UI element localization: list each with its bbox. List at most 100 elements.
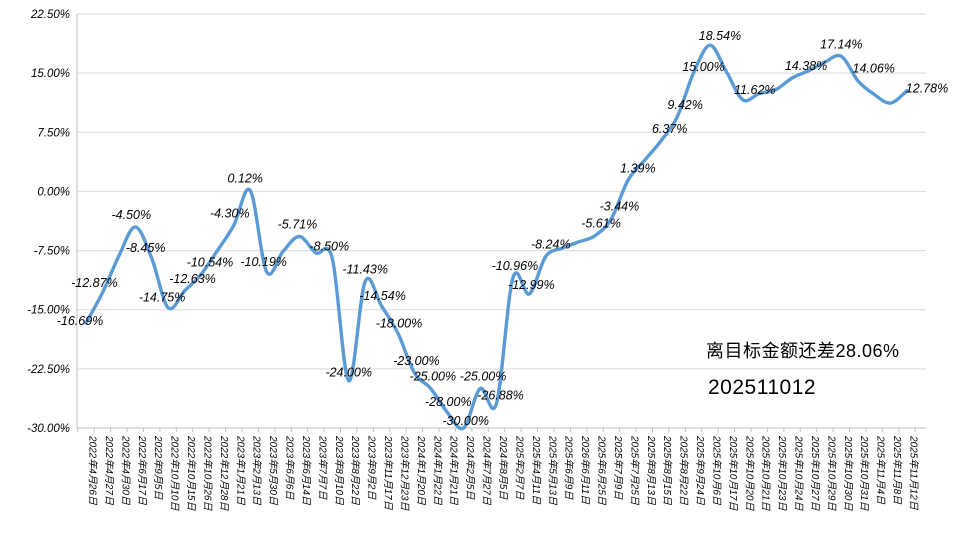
x-axis-label: 2025年10月31日 bbox=[858, 435, 870, 511]
data-label: -23.00% bbox=[393, 354, 440, 368]
data-label: 17.14% bbox=[820, 37, 862, 51]
x-axis-label: 2024年7月27日 bbox=[481, 435, 493, 506]
data-label: 14.06% bbox=[853, 62, 895, 76]
y-axis-label: 0.00% bbox=[37, 186, 70, 198]
x-axis-label: 2022年6月17日 bbox=[136, 435, 148, 506]
x-axis-label: 2022年12月28日 bbox=[218, 435, 230, 511]
data-label: -3.44% bbox=[600, 200, 640, 214]
x-axis-label: 2022年4月30日 bbox=[119, 435, 131, 506]
x-axis-label: 2025年11月8日 bbox=[891, 435, 903, 505]
x-axis-label: 2025年5月13日 bbox=[546, 435, 558, 506]
x-axis-label: 2025年10月23日 bbox=[776, 435, 788, 511]
data-label: 12.78% bbox=[906, 82, 948, 96]
x-axis-label: 2023年6月14日 bbox=[300, 435, 312, 506]
data-label: -8.50% bbox=[309, 239, 349, 253]
y-axis-label: 22.50% bbox=[30, 9, 70, 21]
x-axis-label: 2025年11月12日 bbox=[908, 435, 920, 511]
data-label: -26.88% bbox=[477, 388, 524, 402]
data-label: -8.24% bbox=[531, 237, 571, 251]
x-axis-label: 2025年10月29日 bbox=[825, 435, 837, 511]
x-axis-label: 2025年7月25日 bbox=[628, 435, 640, 506]
x-axis-label: 2025年9月24日 bbox=[694, 435, 706, 506]
data-label: -28.00% bbox=[425, 395, 472, 409]
data-label: 14.38% bbox=[785, 59, 827, 73]
x-axis-label: 2025年8月13日 bbox=[645, 435, 657, 506]
x-axis-label: 2024年2月5日 bbox=[464, 435, 476, 500]
y-axis-label: -30.00% bbox=[27, 423, 70, 435]
data-label: -5.71% bbox=[278, 217, 318, 231]
x-axis-label: 2025年6月9日 bbox=[563, 435, 575, 500]
x-axis-label: 2025年10月20日 bbox=[743, 435, 755, 511]
x-axis-label: 2025年10月30日 bbox=[842, 435, 854, 511]
data-label: -5.61% bbox=[581, 217, 621, 231]
x-axis-label: 2024年8月5日 bbox=[497, 435, 509, 500]
data-label: 15.00% bbox=[682, 60, 724, 74]
x-axis-label: 2025年4月11日 bbox=[530, 435, 542, 505]
y-axis-label: -7.50% bbox=[34, 246, 70, 258]
x-axis-label: 2022年9月5日 bbox=[152, 435, 164, 500]
x-axis-label: 2023年6月6日 bbox=[284, 435, 296, 500]
data-label: 9.42% bbox=[667, 98, 702, 112]
x-axis-label: 2023年7月7日 bbox=[316, 435, 328, 500]
data-label: -12.99% bbox=[508, 278, 555, 292]
x-axis-label: 2025年10月6日 bbox=[710, 435, 722, 506]
x-axis-label: 2022年10月15日 bbox=[185, 435, 197, 511]
x-axis-label: 2023年5月30日 bbox=[267, 435, 279, 506]
x-axis-label: 2024年1月22日 bbox=[431, 435, 443, 506]
y-axis-label: 15.00% bbox=[31, 68, 70, 80]
x-axis-label: 2025年10月24日 bbox=[793, 435, 805, 511]
x-axis-label: 2023年2月13日 bbox=[251, 435, 263, 506]
data-label: -8.45% bbox=[126, 241, 166, 255]
data-label: 6.37% bbox=[652, 122, 687, 136]
data-label: 11.62% bbox=[734, 83, 775, 97]
data-label: 0.12% bbox=[227, 171, 262, 185]
x-axis-label: 2022年10月10日 bbox=[169, 435, 181, 511]
x-axis-label: 2025年8月15日 bbox=[661, 435, 673, 506]
data-label: -12.87% bbox=[71, 276, 118, 290]
series-line bbox=[84, 43, 909, 431]
data-label: -11.43% bbox=[342, 263, 388, 277]
goal-gap-annotation: 离目标金额还差28.06% bbox=[706, 341, 900, 361]
x-axis-label: 2025年10月17日 bbox=[727, 435, 739, 511]
x-axis-label: 2024年1月20日 bbox=[415, 435, 427, 506]
data-label: -10.96% bbox=[492, 259, 539, 273]
data-label: -18.00% bbox=[376, 316, 423, 330]
y-axis-label: -22.50% bbox=[27, 364, 70, 376]
x-axis-label: 2022年10月26日 bbox=[201, 435, 213, 511]
data-label: -25.00% bbox=[410, 370, 457, 384]
x-axis-label: 2025年10月27日 bbox=[809, 435, 821, 511]
data-label: -24.00% bbox=[325, 366, 372, 380]
x-axis-label: 2023年8月10日 bbox=[333, 435, 345, 506]
x-axis-label: 2023年11月17日 bbox=[382, 435, 394, 511]
data-label: 1.39% bbox=[620, 161, 655, 175]
data-label: -4.50% bbox=[111, 208, 151, 222]
data-label: -12.63% bbox=[169, 272, 216, 286]
x-axis-label: 2025年6月25日 bbox=[596, 435, 608, 506]
x-axis-label: 2022年4月27日 bbox=[103, 435, 115, 506]
x-axis-label: 2022年4月26日 bbox=[87, 435, 99, 506]
data-label: -10.54% bbox=[187, 256, 234, 270]
data-label: 18.54% bbox=[699, 29, 741, 43]
y-axis-label: -15.00% bbox=[27, 305, 70, 317]
x-axis-label: 2024年1月21日 bbox=[448, 435, 460, 506]
x-axis-label: 2025年7月9日 bbox=[612, 435, 624, 500]
data-label: -14.54% bbox=[359, 289, 406, 303]
data-label: -10.19% bbox=[240, 255, 287, 269]
x-axis-label: 2023年9月2日 bbox=[366, 435, 378, 500]
y-axis-label: 7.50% bbox=[37, 127, 70, 139]
x-axis-label: 2023年1月21日 bbox=[234, 435, 246, 506]
x-axis-label: 2025年10月21日 bbox=[760, 435, 772, 511]
x-axis-label: 2023年12月23日 bbox=[398, 435, 410, 511]
x-axis-label: 2023年8月22日 bbox=[349, 435, 361, 506]
data-label: -4.30% bbox=[210, 206, 250, 220]
x-axis-label: 2025年11月4日 bbox=[875, 435, 887, 505]
x-axis-label: 2025年8月22日 bbox=[678, 435, 690, 506]
data-label: -14.75% bbox=[139, 291, 186, 305]
data-label: -25.00% bbox=[460, 370, 507, 384]
data-label: -16.69% bbox=[57, 314, 104, 328]
x-axis-label: 2026年6月11日 bbox=[579, 435, 591, 505]
x-axis-label: 2025年2月7日 bbox=[513, 435, 525, 500]
code-annotation: 202511012 bbox=[708, 376, 817, 399]
